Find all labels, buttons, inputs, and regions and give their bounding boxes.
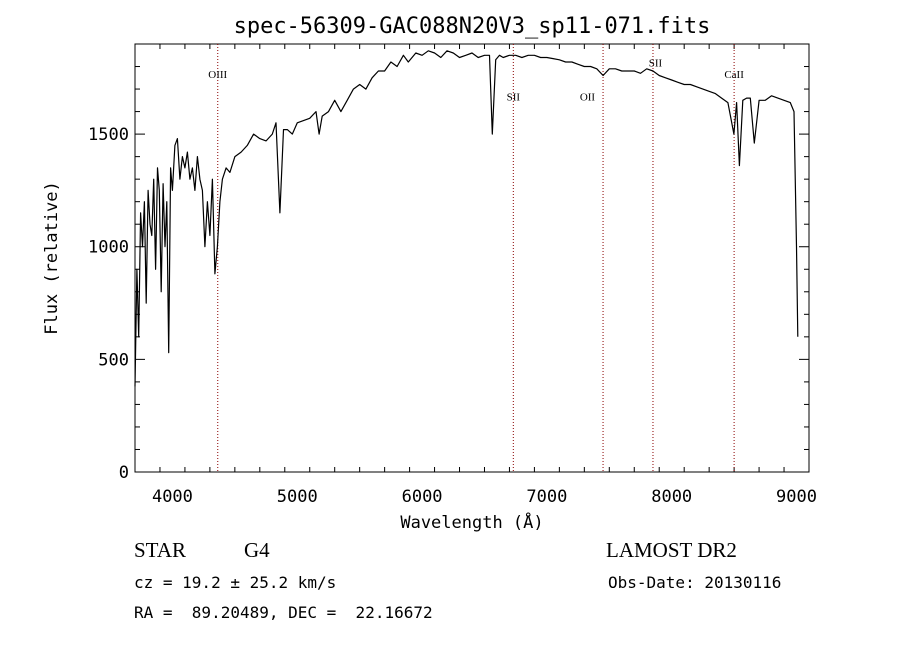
line-annotation: SII [649,58,663,70]
object-subclass-label: G4 [244,538,270,562]
x-tick-label: 9000 [776,487,817,507]
x-tick-label: 7000 [526,487,567,507]
y-tick-label: 1000 [88,238,129,258]
plot-frame [134,43,810,473]
redshift-label: cz = 19.2 ± 25.2 km/s [134,573,337,592]
line-annotation: SII [507,91,521,103]
line-annotation: OIII [208,69,227,81]
survey-label: LAMOST DR2 [606,538,737,562]
obs-date-label: Obs-Date: 20130116 [608,573,782,592]
x-tick-label: 8000 [651,487,692,507]
spectrum-line [134,50,799,387]
x-tick-label: 4000 [152,487,193,507]
line-annotation: OII [580,91,596,103]
x-tick-label: 6000 [402,487,443,507]
y-tick-label: 0 [119,463,129,483]
x-tick-label: 5000 [277,487,318,507]
chart-title: spec-56309-GAC088N20V3_sp11-071.fits [234,14,711,39]
y-axis-label: Flux (relative) [42,181,62,335]
object-class-label: STAR [134,538,186,562]
x-axis-label: Wavelength (Å) [400,511,543,533]
y-tick-label: 1500 [88,125,129,145]
line-annotation: CaII [724,69,744,81]
coordinates-label: RA = 89.20489, DEC = 22.16672 [134,603,433,622]
y-tick-label: 500 [98,350,129,370]
